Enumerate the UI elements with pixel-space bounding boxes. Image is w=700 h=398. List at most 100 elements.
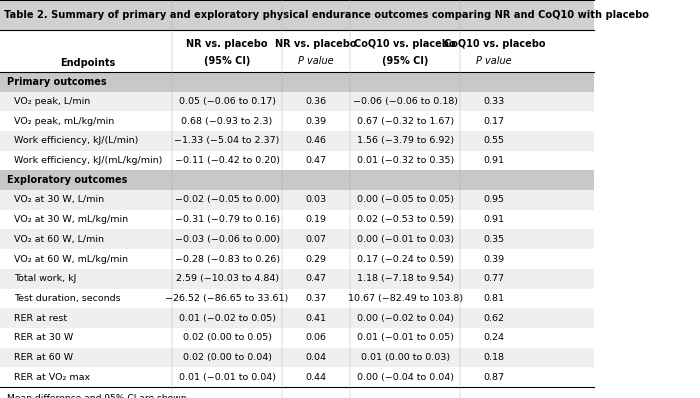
Text: 0.68 (−0.93 to 2.3): 0.68 (−0.93 to 2.3) [181,117,273,126]
Text: 1.56 (−3.79 to 6.92): 1.56 (−3.79 to 6.92) [356,137,454,145]
Text: 0.05 (−0.06 to 0.17): 0.05 (−0.06 to 0.17) [178,97,276,106]
Text: 0.36: 0.36 [306,97,327,106]
Text: 0.18: 0.18 [484,353,505,362]
Text: VO₂ peak, L/min: VO₂ peak, L/min [14,97,90,106]
Text: 0.17 (−0.24 to 0.59): 0.17 (−0.24 to 0.59) [357,255,454,263]
Bar [0,367,594,387]
Bar [0,0,594,30]
Text: Endpoints: Endpoints [60,58,116,68]
Text: 0.29: 0.29 [306,255,327,263]
Text: Primary outcomes: Primary outcomes [6,77,106,87]
Text: 0.02 (0.00 to 0.04): 0.02 (0.00 to 0.04) [183,353,272,362]
Text: VO₂ at 30 W, mL/kg/min: VO₂ at 30 W, mL/kg/min [14,215,128,224]
Text: 0.07: 0.07 [306,235,327,244]
Bar [0,92,594,111]
Text: Exploratory outcomes: Exploratory outcomes [6,175,127,185]
Text: RER at rest: RER at rest [14,314,66,323]
Text: −0.28 (−0.83 to 0.26): −0.28 (−0.83 to 0.26) [174,255,280,263]
Text: 0.01 (0.00 to 0.03): 0.01 (0.00 to 0.03) [360,353,450,362]
Text: VO₂ at 30 W, L/min: VO₂ at 30 W, L/min [14,195,104,205]
Text: −0.11 (−0.42 to 0.20): −0.11 (−0.42 to 0.20) [174,156,279,165]
Text: 0.33: 0.33 [484,97,505,106]
Bar [0,190,594,210]
Text: 0.41: 0.41 [306,314,327,323]
Text: 1.18 (−7.18 to 9.54): 1.18 (−7.18 to 9.54) [357,274,454,283]
Text: 0.37: 0.37 [306,294,327,303]
Text: 0.01 (−0.01 to 0.04): 0.01 (−0.01 to 0.04) [178,373,276,382]
Text: Total work, kJ: Total work, kJ [14,274,76,283]
Bar [0,131,594,151]
Text: 0.47: 0.47 [306,274,327,283]
Text: 0.01 (−0.32 to 0.35): 0.01 (−0.32 to 0.35) [356,156,454,165]
Text: 0.19: 0.19 [306,215,327,224]
Text: 0.39: 0.39 [484,255,505,263]
Text: 0.02 (0.00 to 0.05): 0.02 (0.00 to 0.05) [183,334,272,342]
Text: VO₂ at 60 W, L/min: VO₂ at 60 W, L/min [14,235,104,244]
Bar [0,348,594,367]
Text: 0.35: 0.35 [484,235,505,244]
Bar [0,308,594,328]
Text: CoQ10 vs. placebo: CoQ10 vs. placebo [444,39,545,49]
Text: 0.67 (−0.32 to 1.67): 0.67 (−0.32 to 1.67) [356,117,454,126]
Bar [0,269,594,289]
Text: 0.39: 0.39 [306,117,327,126]
Text: 0.87: 0.87 [484,373,505,382]
Text: 0.04: 0.04 [306,353,327,362]
Text: −26.52 (−86.65 to 33.61): −26.52 (−86.65 to 33.61) [165,294,288,303]
Text: 0.06: 0.06 [306,334,327,342]
Bar [0,170,594,190]
Text: NR vs. placebo: NR vs. placebo [275,39,357,49]
Text: CoQ10 vs. placebo: CoQ10 vs. placebo [354,39,456,49]
Text: 2.59 (−10.03 to 4.84): 2.59 (−10.03 to 4.84) [176,274,279,283]
Text: 0.46: 0.46 [306,137,327,145]
Text: RER at VO₂ max: RER at VO₂ max [14,373,90,382]
Bar [0,249,594,269]
Text: RER at 60 W: RER at 60 W [14,353,73,362]
Bar [0,151,594,170]
Bar [0,230,594,249]
Text: Work efficiency, kJ/(L/min): Work efficiency, kJ/(L/min) [14,137,138,145]
Text: 0.47: 0.47 [306,156,327,165]
Text: Work efficiency, kJ/(mL/kg/min): Work efficiency, kJ/(mL/kg/min) [14,156,162,165]
Text: −1.33 (−5.04 to 2.37): −1.33 (−5.04 to 2.37) [174,137,280,145]
Text: P value: P value [477,56,512,66]
Text: 0.01 (−0.01 to 0.05): 0.01 (−0.01 to 0.05) [357,334,454,342]
Text: 0.95: 0.95 [484,195,505,205]
Text: Table 2. Summary of primary and exploratory physical endurance outcomes comparin: Table 2. Summary of primary and explorat… [4,10,649,20]
Text: 0.00 (−0.05 to 0.05): 0.00 (−0.05 to 0.05) [357,195,454,205]
Text: NR vs. placebo: NR vs. placebo [186,39,268,49]
Bar [0,111,594,131]
Bar [0,30,594,72]
Text: 0.17: 0.17 [484,117,505,126]
Text: P value: P value [298,56,334,66]
Text: −0.31 (−0.79 to 0.16): −0.31 (−0.79 to 0.16) [174,215,280,224]
Text: 0.55: 0.55 [484,137,505,145]
Text: 0.77: 0.77 [484,274,505,283]
Text: 0.44: 0.44 [306,373,327,382]
Bar [0,289,594,308]
Text: 0.24: 0.24 [484,334,505,342]
Text: 0.91: 0.91 [484,215,505,224]
Text: VO₂ peak, mL/kg/min: VO₂ peak, mL/kg/min [14,117,114,126]
Bar [0,210,594,230]
Text: VO₂ at 60 W, mL/kg/min: VO₂ at 60 W, mL/kg/min [14,255,127,263]
Text: 0.91: 0.91 [484,156,505,165]
Text: RER at 30 W: RER at 30 W [14,334,73,342]
Bar [0,72,594,92]
Text: (95% CI): (95% CI) [382,56,428,66]
Text: 0.00 (−0.01 to 0.03): 0.00 (−0.01 to 0.03) [356,235,454,244]
Text: −0.03 (−0.06 to 0.00): −0.03 (−0.06 to 0.00) [174,235,280,244]
Text: −0.06 (−0.06 to 0.18): −0.06 (−0.06 to 0.18) [353,97,458,106]
Text: Mean difference and 95% CI are shown.: Mean difference and 95% CI are shown. [6,394,189,398]
Text: 0.03: 0.03 [306,195,327,205]
Text: Test duration, seconds: Test duration, seconds [14,294,120,303]
Bar [0,328,594,348]
Text: −0.02 (−0.05 to 0.00): −0.02 (−0.05 to 0.00) [174,195,279,205]
Text: 0.81: 0.81 [484,294,505,303]
Text: 0.00 (−0.02 to 0.04): 0.00 (−0.02 to 0.04) [357,314,454,323]
Text: 0.02 (−0.53 to 0.59): 0.02 (−0.53 to 0.59) [356,215,454,224]
Text: 0.00 (−0.04 to 0.04): 0.00 (−0.04 to 0.04) [357,373,454,382]
Text: 0.01 (−0.02 to 0.05): 0.01 (−0.02 to 0.05) [178,314,276,323]
Text: 0.62: 0.62 [484,314,505,323]
Text: 10.67 (−82.49 to 103.8): 10.67 (−82.49 to 103.8) [348,294,463,303]
